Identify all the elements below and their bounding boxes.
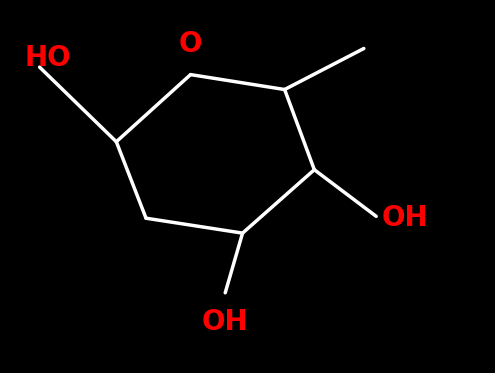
Text: O: O [179, 30, 202, 58]
Text: HO: HO [25, 44, 71, 72]
Text: OH: OH [202, 308, 248, 336]
Text: OH: OH [381, 204, 428, 232]
